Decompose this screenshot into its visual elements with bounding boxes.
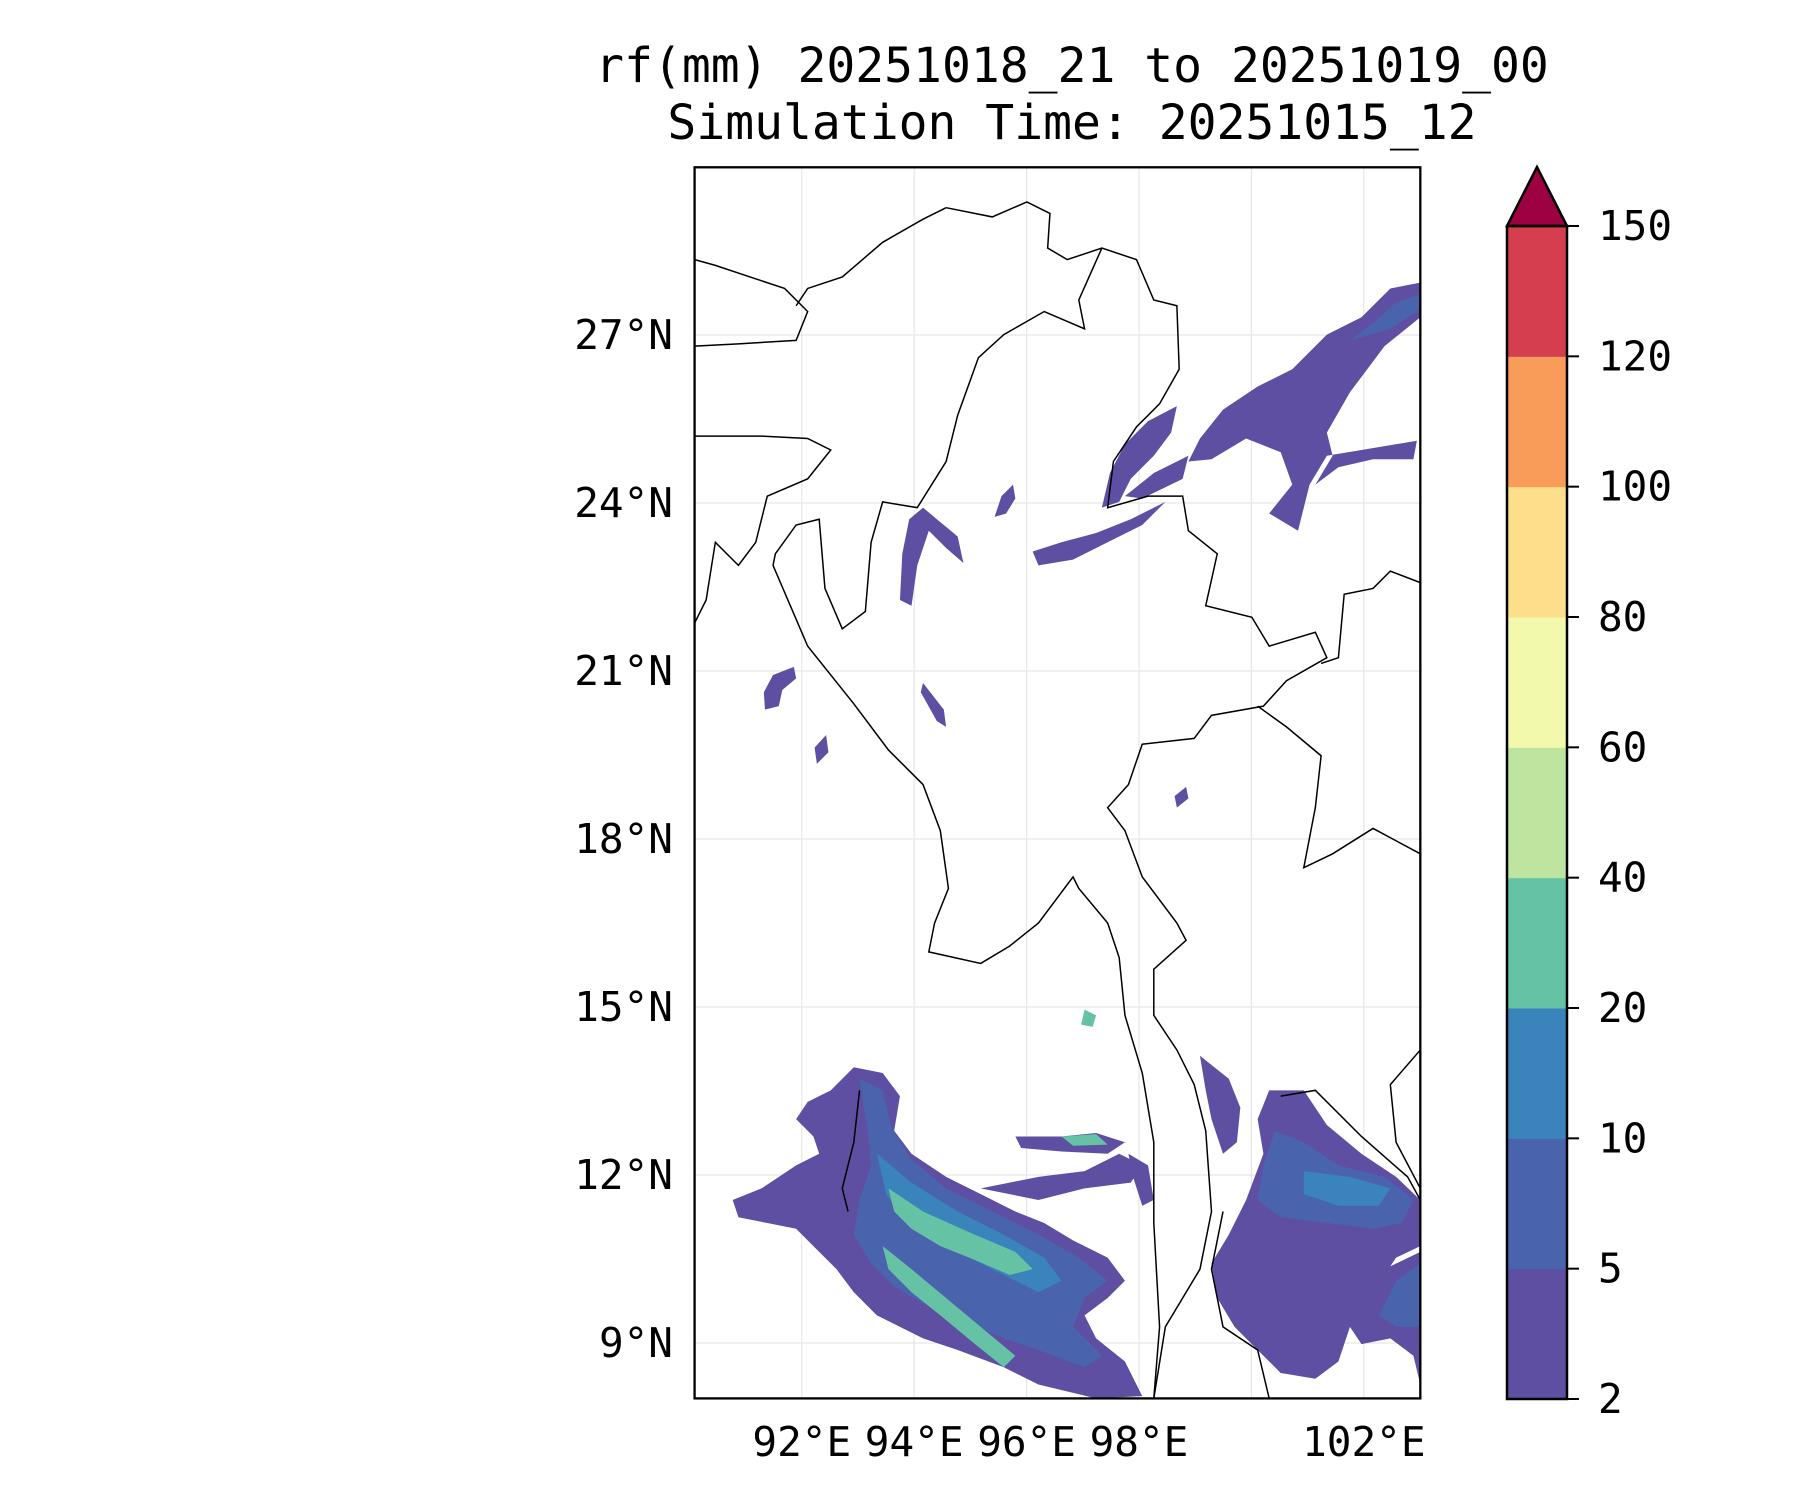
y-tick-label: 12°N xyxy=(574,1151,673,1199)
axis-ticks: 92°E 94°E 96°E 98°E 102°E 9°N 12°N 15°N 18°N 21°N… xyxy=(574,311,1425,1466)
y-tick-label: 24°N xyxy=(574,479,673,527)
colorbar-extend-arrow xyxy=(1504,164,1570,228)
colorbar-tick-label: 60 xyxy=(1598,723,1647,771)
x-tick-label: 96°E xyxy=(977,1418,1076,1466)
map-frame xyxy=(693,166,1422,1400)
colorbar-segment xyxy=(1507,486,1567,618)
y-tick-label: 27°N xyxy=(574,311,673,359)
colorbar: 2 5 10 20 40 60 80 100 120 150 xyxy=(1504,164,1672,1423)
x-tick-label: 102°E xyxy=(1302,1418,1425,1466)
colorbar-tick-label: 5 xyxy=(1598,1245,1623,1293)
rainfall-contours xyxy=(732,282,1421,1399)
x-tick-label: 94°E xyxy=(865,1418,964,1466)
colorbar-tick-label: 120 xyxy=(1598,332,1672,380)
chart-subtitle: Simulation Time: 20251015_12 xyxy=(667,95,1476,151)
colorbar-tick-label: 100 xyxy=(1598,463,1672,511)
y-tick-label: 18°N xyxy=(574,815,673,863)
colorbar-frame xyxy=(1505,224,1569,1401)
x-tick-label: 92°E xyxy=(752,1418,851,1466)
colorbar-tick-label: 40 xyxy=(1598,854,1647,902)
colorbar-segment xyxy=(1507,356,1567,488)
y-tick-label: 9°N xyxy=(599,1319,673,1367)
colorbar-tick-label: 2 xyxy=(1598,1375,1623,1423)
colorbar-tick-label: 150 xyxy=(1598,202,1672,250)
colorbar-segment xyxy=(1507,226,1567,357)
colorbar-tick-label: 10 xyxy=(1598,1114,1647,1162)
x-tick-label: 98°E xyxy=(1090,1418,1189,1466)
colorbar-segment xyxy=(1507,1268,1567,1400)
colorbar-segment xyxy=(1507,747,1567,879)
colorbar-segment xyxy=(1507,617,1567,748)
y-tick-label: 15°N xyxy=(574,983,673,1031)
colorbar-segment xyxy=(1507,1138,1567,1270)
chart-title: rf(mm) 20251018_21 to 20251019_00 xyxy=(595,38,1549,94)
colorbar-segment xyxy=(1507,877,1567,1009)
colorbar-segment xyxy=(1507,1008,1567,1139)
colorbar-tick-label: 20 xyxy=(1598,984,1647,1032)
colorbar-tick-label: 80 xyxy=(1598,593,1647,641)
map xyxy=(693,166,1422,1400)
coastlines xyxy=(694,201,1421,1399)
y-tick-label: 21°N xyxy=(574,647,673,695)
